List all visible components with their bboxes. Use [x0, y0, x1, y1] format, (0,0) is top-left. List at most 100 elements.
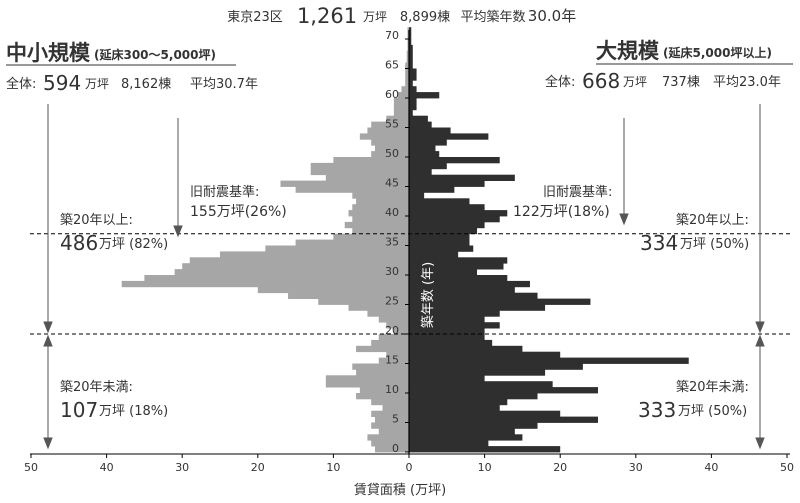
right-bar-age-11	[409, 381, 553, 388]
left-bar-age-63	[405, 74, 409, 81]
y-tick-label-55: 55	[385, 118, 399, 131]
right-over20-label: 築20年以上:	[676, 213, 749, 228]
right-bar-age-2	[409, 434, 523, 441]
right-bar-age-61	[409, 86, 417, 93]
right-bar-age-55	[409, 121, 432, 128]
left-bar-age-29	[144, 275, 409, 282]
left-bar-age-66	[406, 56, 409, 63]
left-bar-age-21	[386, 322, 409, 329]
left-old-quake-label: 旧耐震基準:	[190, 184, 259, 200]
y-tick-label-5: 5	[392, 413, 399, 426]
left-bar-age-42	[356, 198, 409, 205]
right-bar-age-14	[409, 363, 583, 370]
left-bar-age-38	[344, 221, 409, 229]
header-total-buildings: 8,899棟	[400, 10, 450, 25]
left-bar-age-46	[325, 174, 409, 181]
y-tick-label-0: 0	[392, 442, 399, 455]
right-bar-age-0	[409, 446, 561, 453]
header-prefix: 東京23区	[227, 9, 283, 25]
left-bar-age-12	[325, 375, 409, 382]
right-bar-age-36	[409, 233, 470, 240]
left-summary-area-unit: 万坪	[85, 77, 109, 91]
right-bar-age-23	[409, 310, 500, 317]
header-avg-age-label: 平均築年数	[460, 10, 525, 25]
right-bar-age-22	[409, 316, 485, 323]
left-bar-age-61	[401, 86, 409, 93]
left-bar-age-69	[407, 39, 409, 46]
left-bar-age-30	[174, 269, 409, 276]
left-bar-age-35	[295, 239, 409, 246]
right-bar-age-50	[409, 151, 440, 158]
left-bar-age-71	[407, 27, 409, 34]
right-bar-age-62	[409, 80, 413, 87]
header-avg-age-value: 30.0年	[528, 7, 576, 25]
right-bar-age-27	[409, 286, 515, 294]
left-bar-age-25	[318, 298, 409, 305]
left-summary-label: 全体:	[6, 76, 36, 92]
right-bar-age-54	[409, 127, 451, 134]
right-bar-age-3	[409, 428, 515, 435]
x-tick-label-left-0: 0	[406, 461, 413, 474]
left-bar-age-9	[356, 393, 409, 400]
left-bar-age-37	[352, 227, 409, 235]
left-bar-age-20	[393, 328, 409, 335]
right-summary-area: 668	[582, 69, 620, 93]
right-under20-value: 333	[638, 398, 676, 422]
left-title: 中小規模	[6, 41, 91, 65]
right-bar-age-64	[409, 68, 417, 75]
right-old-quake-label: 旧耐震基準:	[543, 184, 612, 200]
right-bar-age-35	[409, 239, 470, 246]
right-bar-age-59	[409, 98, 417, 105]
right-bar-age-10	[409, 387, 598, 394]
right-bar-age-16	[409, 351, 561, 358]
right-bar-age-45	[409, 180, 485, 187]
left-bar-age-62	[405, 80, 409, 87]
left-series-bars	[121, 27, 409, 453]
right-bar-age-17	[409, 345, 523, 353]
left-bar-age-18	[371, 339, 409, 347]
right-bar-age-69	[409, 39, 412, 46]
header-total-area-unit: 万坪	[363, 10, 387, 24]
right-bar-age-53	[409, 133, 489, 140]
x-tick-label-left-10: 10	[326, 461, 340, 474]
left-bar-age-5	[374, 416, 409, 423]
left-under20-arrow	[43, 334, 53, 450]
header-total-area: 1,261	[297, 4, 357, 28]
right-bar-age-49	[409, 157, 500, 164]
left-bar-age-60	[397, 92, 409, 99]
x-tick-label-left-30: 30	[175, 461, 189, 474]
right-bar-age-44	[409, 186, 455, 193]
right-summary-area-unit: 万坪	[623, 75, 647, 89]
right-bar-age-65	[409, 62, 413, 69]
left-bar-age-33	[220, 251, 409, 258]
right-bar-age-28	[409, 280, 530, 288]
left-bar-age-32	[189, 257, 409, 264]
left-bar-age-4	[371, 422, 409, 429]
y-tick-label-10: 10	[385, 383, 399, 396]
left-bar-age-1	[371, 440, 409, 447]
left-bar-age-65	[405, 62, 409, 69]
right-bar-age-24	[409, 304, 546, 311]
right-bar-age-37	[409, 227, 478, 235]
left-bar-age-24	[348, 304, 409, 311]
left-bar-age-48	[310, 162, 409, 170]
left-bar-age-34	[265, 245, 409, 252]
left-bar-age-14	[352, 363, 409, 370]
left-bar-age-10	[359, 387, 409, 394]
y-tick-label-30: 30	[385, 265, 399, 278]
right-bar-age-60	[409, 92, 440, 99]
right-bar-age-56	[409, 115, 428, 122]
right-bar-age-4	[409, 422, 538, 429]
right-bar-age-48	[409, 162, 447, 170]
left-bar-age-59	[393, 98, 409, 105]
right-old-quake-arrow	[619, 118, 629, 226]
x-tick-label-right-40: 40	[704, 461, 718, 474]
right-bar-age-39	[409, 216, 500, 223]
left-bar-age-45	[280, 180, 409, 187]
left-bar-age-19	[378, 334, 409, 341]
right-over20-arrow	[755, 104, 765, 334]
left-bar-age-17	[356, 345, 409, 353]
left-bar-age-56	[386, 115, 409, 122]
y-tick-label-70: 70	[385, 29, 399, 42]
y-tick-label-40: 40	[385, 206, 399, 219]
